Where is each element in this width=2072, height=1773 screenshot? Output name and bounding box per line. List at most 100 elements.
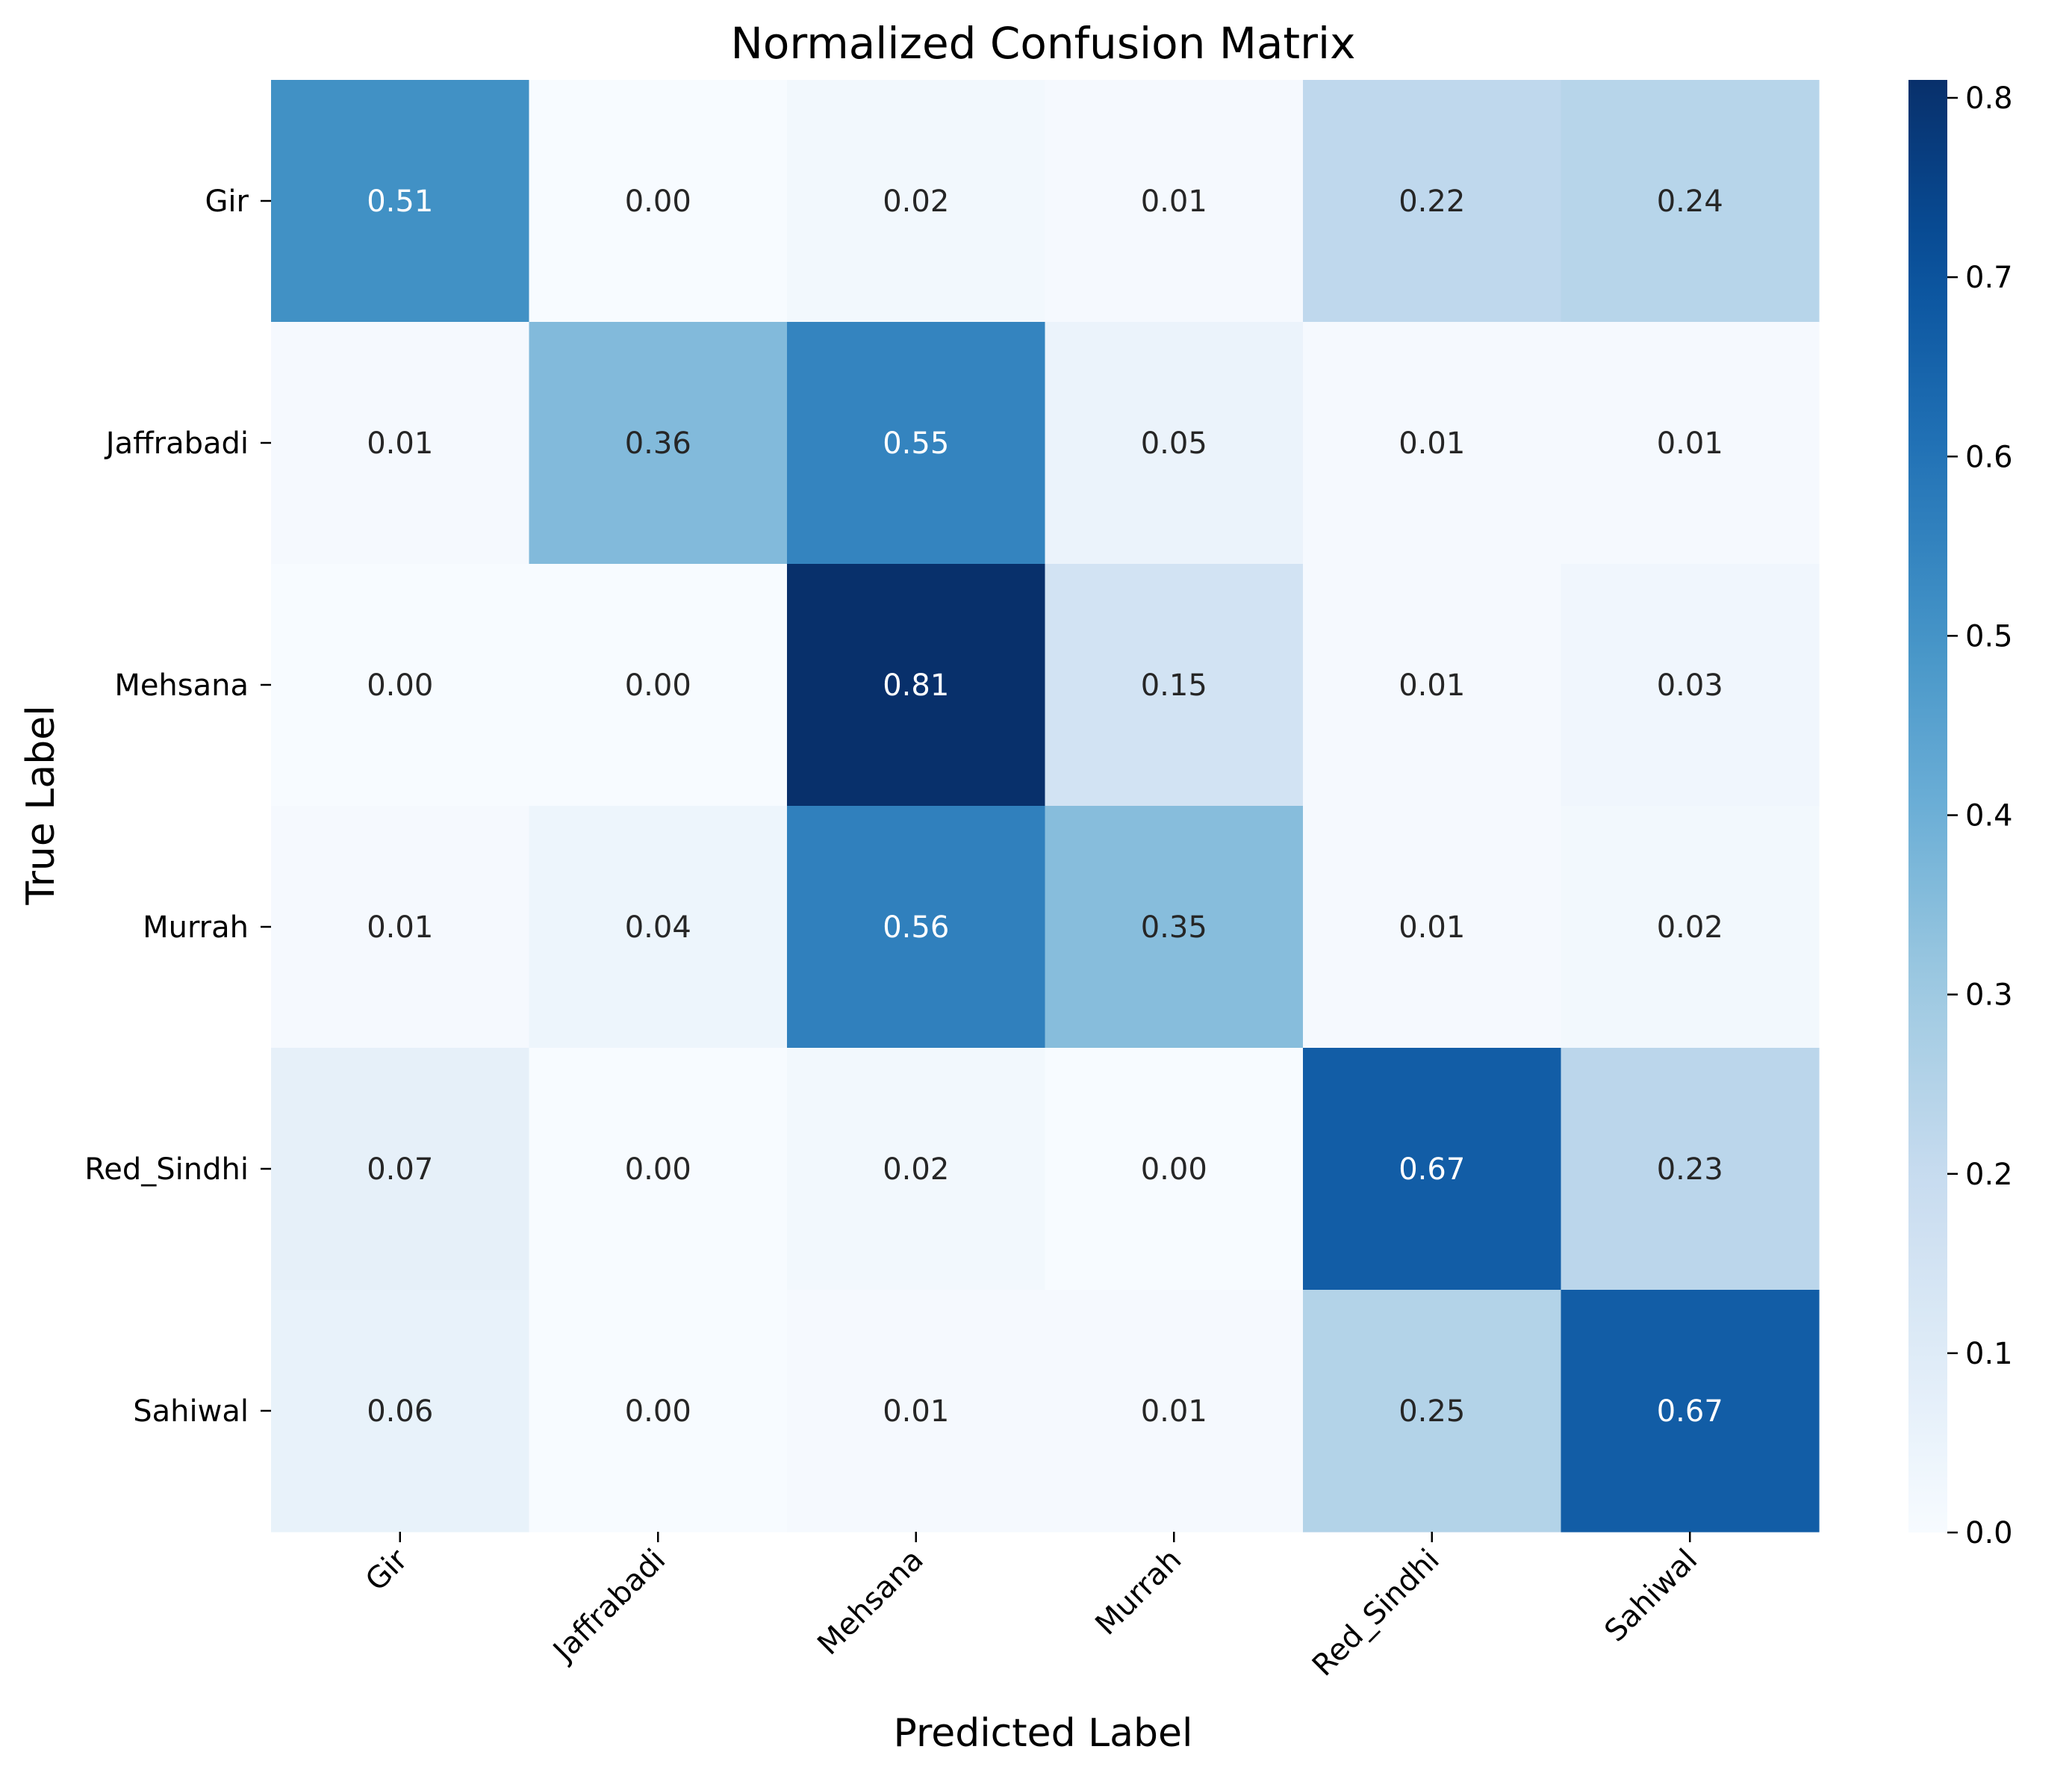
x-axis-label: Predicted Label <box>894 1711 1193 1756</box>
colorbar-tick-label: 0.2 <box>1965 1158 2013 1192</box>
cell-value-label: 0.02 <box>1657 910 1723 945</box>
x-axis-ticks: Gir Jaffrabadi Mehsana Murrah Red_Sindhi Sahi… <box>359 1532 1704 1683</box>
heatmap-cell <box>787 1290 1046 1533</box>
x-tick-label: Red_Sindhi <box>1306 1543 1446 1683</box>
heatmap-cell <box>1561 322 1820 565</box>
cell-value-label: 0.55 <box>883 426 949 461</box>
heatmap-cell <box>787 1048 1046 1291</box>
x-tick-label: Murrah <box>1089 1543 1188 1642</box>
heatmap-cell <box>1561 1290 1820 1533</box>
colorbar-ticks: 0.0 0.1 0.2 0.3 0.4 0.5 0.6 0.7 0.8 <box>1947 81 2013 1550</box>
cell-value-label: 0.01 <box>1657 426 1723 461</box>
heatmap-cell <box>529 322 788 565</box>
cell-value-label: 0.00 <box>1141 1152 1207 1187</box>
heatmap-cell <box>1303 1048 1562 1291</box>
heatmap-cell <box>787 322 1046 565</box>
heatmap-cell <box>1303 1290 1562 1533</box>
y-tick-label: Red_Sindhi <box>84 1152 249 1187</box>
heatmap-cell <box>271 806 530 1049</box>
cell-value-label: 0.81 <box>883 668 949 703</box>
heatmap-cell <box>271 1048 530 1291</box>
y-tick-label: Mehsana <box>114 668 249 703</box>
colorbar-tick-label: 0.7 <box>1965 261 2013 295</box>
cell-value-label: 0.36 <box>625 426 691 461</box>
cell-value-label: 0.01 <box>1141 184 1207 219</box>
cell-value-label: 0.05 <box>1141 426 1207 461</box>
cell-value-label: 0.23 <box>1657 1152 1723 1187</box>
colorbar-tick-label: 0.0 <box>1965 1516 2013 1550</box>
colorbar-tick-label: 0.5 <box>1965 619 2013 653</box>
heatmap-cell <box>1303 80 1562 323</box>
y-tick-label: Gir <box>205 184 249 219</box>
cell-value-label: 0.01 <box>367 910 433 945</box>
colorbar-tick-label: 0.1 <box>1965 1337 2013 1371</box>
x-tick-label: Gir <box>359 1542 414 1597</box>
heatmap-cell <box>529 564 788 807</box>
cell-value-label: 0.07 <box>367 1152 433 1187</box>
cell-value-label: 0.00 <box>625 1152 691 1187</box>
chart-title: Normalized Confusion Matrix <box>731 18 1356 69</box>
heatmap-cell <box>529 1048 788 1291</box>
heatmap-cell <box>787 80 1046 323</box>
cell-value-label: 0.25 <box>1399 1394 1465 1429</box>
cell-value-label: 0.04 <box>625 910 691 945</box>
heatmap-cell <box>1045 1048 1304 1291</box>
heatmap-cell <box>529 80 788 323</box>
y-axis-label: True Label <box>19 705 63 905</box>
heatmap-cell <box>787 564 1046 807</box>
heatmap-cell <box>271 80 530 323</box>
y-tick-label: Murrah <box>143 910 249 945</box>
cell-value-label: 0.01 <box>367 426 433 461</box>
cell-value-label: 0.67 <box>1657 1394 1723 1429</box>
heatmap-cell <box>529 1290 788 1533</box>
cell-value-label: 0.00 <box>625 668 691 703</box>
heatmap-cell <box>529 806 788 1049</box>
heatmap-cell <box>271 564 530 807</box>
cell-value-label: 0.51 <box>367 184 433 219</box>
heatmap-cell <box>1303 806 1562 1049</box>
heatmap-cell <box>1045 1290 1304 1533</box>
y-tick-label: Jaffrabadi <box>104 426 249 461</box>
cell-value-label: 0.00 <box>625 184 691 219</box>
heatmap-cell <box>1561 806 1820 1049</box>
heatmap-cell <box>787 806 1046 1049</box>
heatmap-cell <box>1045 80 1304 323</box>
heatmap-cell <box>1045 564 1304 807</box>
heatmap-cell <box>1045 806 1304 1049</box>
cell-value-label: 0.01 <box>1399 910 1465 945</box>
y-axis-ticks: Gir Jaffrabadi Mehsana Murrah Red_Sindhi Sahi… <box>84 184 271 1429</box>
cell-value-label: 0.01 <box>1141 1394 1207 1429</box>
cell-value-label: 0.03 <box>1657 668 1723 703</box>
cell-value-label: 0.01 <box>883 1394 949 1429</box>
y-tick-label: Sahiwal <box>133 1394 249 1429</box>
colorbar <box>1908 80 1947 1533</box>
colorbar-tick-label: 0.8 <box>1965 81 2013 116</box>
cell-value-label: 0.22 <box>1399 184 1465 219</box>
heatmap-cell <box>1303 322 1562 565</box>
x-tick-label: Mehsana <box>811 1543 930 1662</box>
colorbar-tick-label: 0.4 <box>1965 799 2013 833</box>
cell-value-label: 0.35 <box>1141 910 1207 945</box>
x-tick-label: Sahiwal <box>1598 1543 1704 1649</box>
colorbar-tick-label: 0.6 <box>1965 440 2013 474</box>
cell-value-label: 0.15 <box>1141 668 1207 703</box>
cell-value-label: 0.06 <box>367 1394 433 1429</box>
x-tick-label: Jaffrabadi <box>545 1543 672 1670</box>
colorbar-tick-label: 0.3 <box>1965 978 2013 1013</box>
cell-value-label: 0.01 <box>1399 426 1465 461</box>
cell-value-label: 0.02 <box>883 184 949 219</box>
heatmap-cell <box>1303 564 1562 807</box>
heatmap-grid: 0.51 0.00 0.02 0.01 0.22 0.24 0.01 0.36 0.55 0.05… <box>271 80 1820 1533</box>
cell-value-label: 0.24 <box>1657 184 1723 219</box>
cell-value-label: 0.56 <box>883 910 949 945</box>
cell-value-label: 0.67 <box>1399 1152 1465 1187</box>
cell-value-label: 0.00 <box>367 668 433 703</box>
cell-value-label: 0.01 <box>1399 668 1465 703</box>
heatmap-cell <box>1561 80 1820 323</box>
heatmap-cell <box>1045 322 1304 565</box>
heatmap-cell <box>1561 1048 1820 1291</box>
heatmap-cell <box>271 1290 530 1533</box>
heatmap-cell <box>1561 564 1820 807</box>
cell-value-label: 0.02 <box>883 1152 949 1187</box>
